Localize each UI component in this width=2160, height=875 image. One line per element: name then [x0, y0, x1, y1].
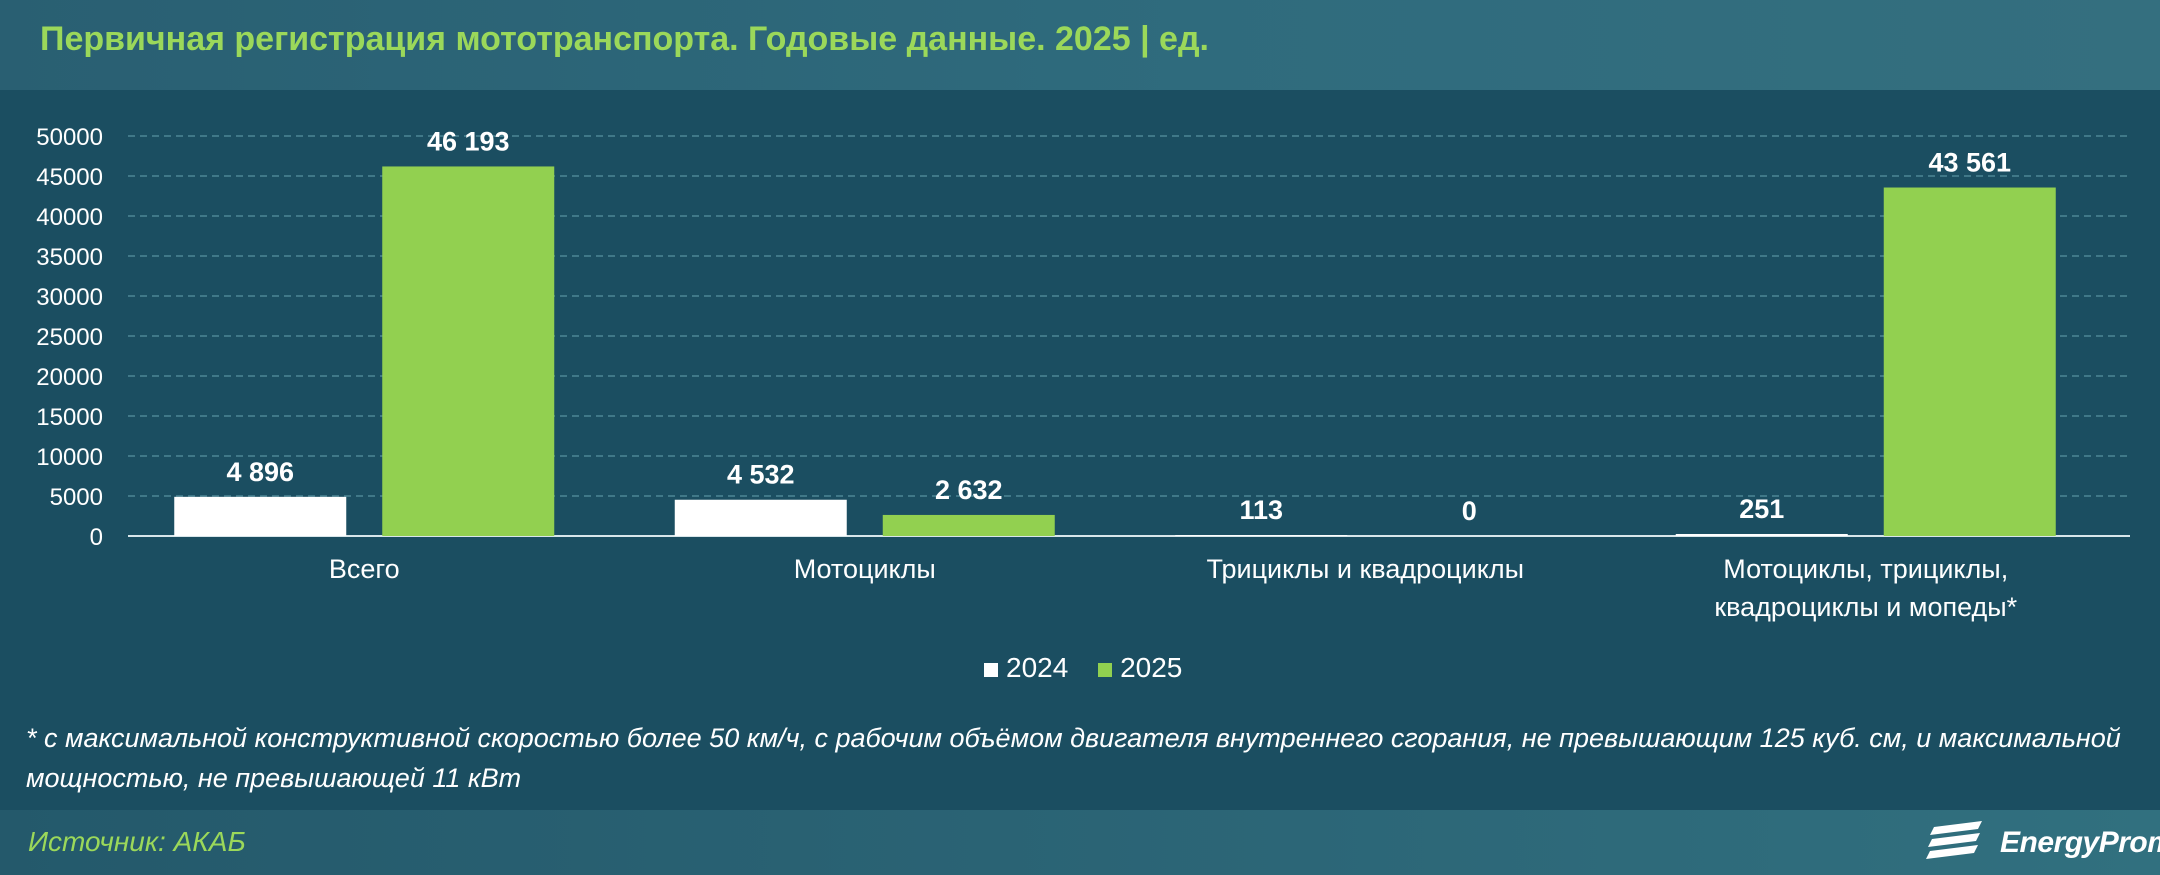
legend-swatch-2025 — [1098, 662, 1113, 677]
energyprom-logo-icon — [1926, 821, 1982, 859]
bar-2025 — [882, 514, 1055, 536]
y-tick-label: 0 — [90, 524, 103, 551]
x-category-label: квадроциклы и мопеды* — [1714, 592, 2017, 622]
logo-text: EnergyProm — [2000, 826, 2160, 859]
data-label: 4 896 — [226, 457, 294, 487]
legend-label-2024: 2024 — [1006, 652, 1069, 683]
x-category-label: Мотоциклы, трициклы, — [1723, 554, 2008, 584]
y-tick-label: 35000 — [36, 244, 103, 271]
data-label: 46 193 — [427, 126, 510, 156]
x-category-label: Мотоциклы — [794, 554, 936, 584]
footer-bar — [0, 810, 2160, 875]
y-tick-label: 30000 — [36, 284, 103, 311]
y-tick-label: 50000 — [36, 124, 103, 151]
bar-2024 — [1675, 533, 1848, 536]
bar-chart: 0 5000 10000 15000 20000 25000 30000 35000 40000… — [36, 124, 2130, 622]
y-tick-label: 25000 — [36, 324, 103, 351]
y-tick-label: 5000 — [50, 484, 103, 511]
y-tick-label: 45000 — [36, 164, 103, 191]
data-label: 251 — [1739, 494, 1784, 524]
y-tick-label: 10000 — [36, 444, 103, 471]
bar-2024 — [1175, 535, 1348, 536]
footnote: * с максимальной конструктивной скорость… — [26, 723, 2121, 793]
data-label: 4 532 — [727, 460, 795, 490]
y-tick-label: 15000 — [36, 404, 103, 431]
legend-label-2025: 2025 — [1120, 652, 1183, 683]
data-label: 0 — [1462, 496, 1477, 526]
data-label: 113 — [1239, 495, 1283, 525]
y-tick-label: 40000 — [36, 204, 103, 231]
legend: 2024 2025 — [984, 652, 1204, 684]
header-bar — [0, 0, 2160, 90]
x-category-label: Трициклы и квадроциклы — [1207, 554, 1524, 584]
bar-2025 — [1883, 187, 2056, 536]
legend-item-2025: 2025 — [1098, 652, 1182, 684]
legend-item-2024: 2024 — [984, 652, 1068, 684]
legend-swatch-2024 — [984, 662, 998, 677]
y-tick-label: 20000 — [36, 364, 103, 391]
bar-2025 — [382, 166, 555, 536]
data-label: 43 561 — [1928, 148, 2011, 178]
source-text: Источник: АКАБ — [28, 826, 246, 857]
chart-panel — [0, 90, 2160, 810]
bar-2024 — [174, 496, 347, 536]
data-label: 2 632 — [935, 475, 1003, 505]
x-category-label: Всего — [329, 554, 400, 584]
bar-2024 — [674, 499, 847, 536]
chart-title: Первичная регистрация мототранспорта. Го… — [40, 20, 1209, 58]
